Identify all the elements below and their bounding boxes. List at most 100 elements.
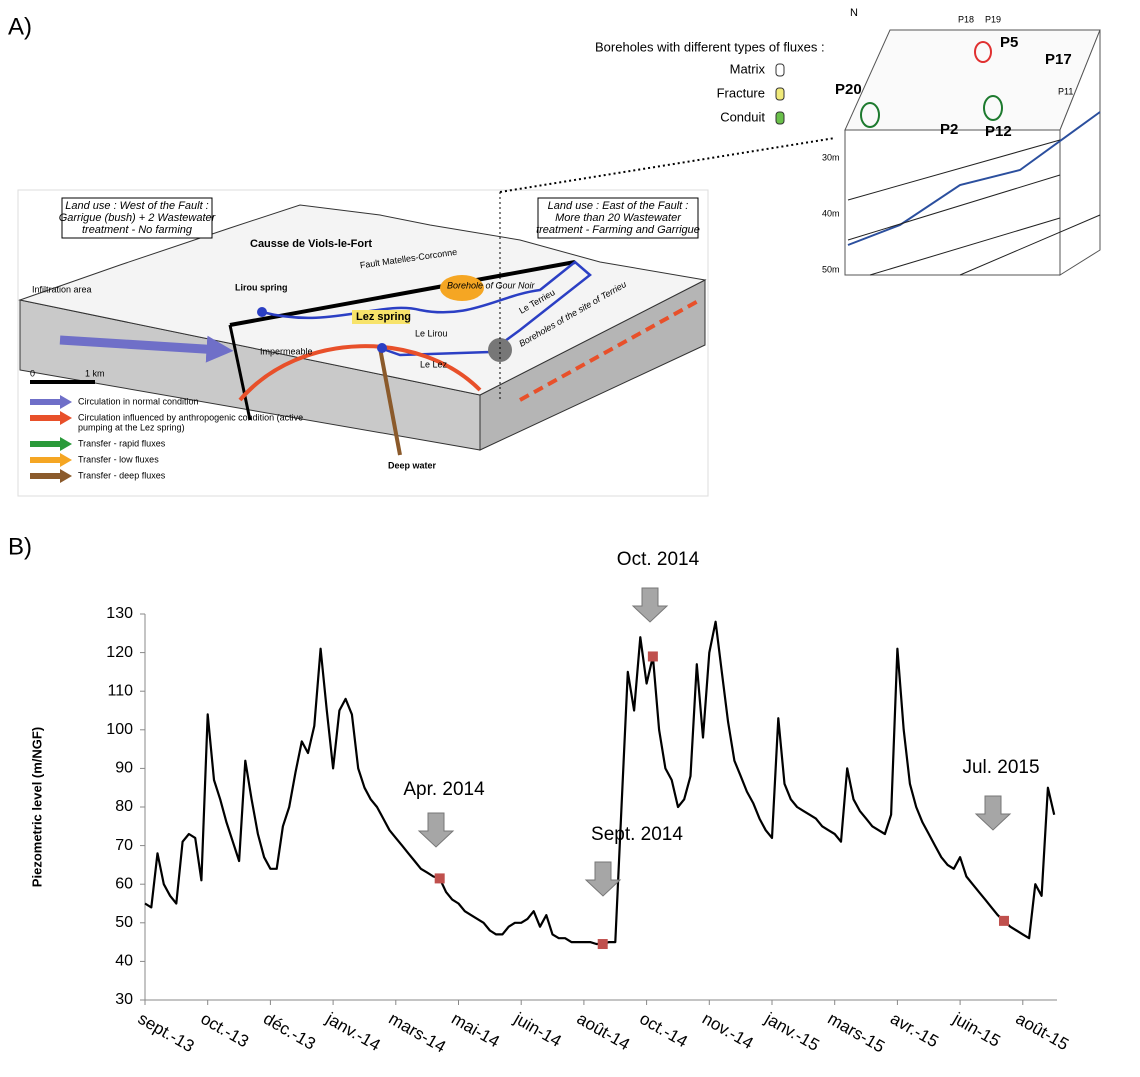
y-tick-label: 30 — [115, 991, 133, 1008]
y-tick-label: 110 — [107, 682, 133, 699]
y-tick-label: 100 — [106, 721, 133, 738]
cube-side — [1059, 29, 1101, 276]
water-table — [847, 111, 1101, 246]
spring — [377, 343, 387, 353]
point-marker — [647, 651, 658, 662]
label: Infiltration area — [32, 284, 92, 294]
label: P5 — [1000, 34, 1018, 51]
x-tick-label: avr.-15 — [887, 1009, 942, 1051]
highlight — [974, 41, 992, 63]
x-tick-label: déc.-13 — [260, 1009, 319, 1054]
x-tick-label: nov.-14 — [699, 1009, 757, 1053]
label: P20 — [835, 81, 862, 98]
label: Impermeable — [260, 346, 313, 356]
annotation-arrow — [631, 587, 669, 623]
label: Fracture — [717, 85, 765, 100]
icon — [775, 87, 785, 101]
spring — [257, 307, 267, 317]
annotation-arrow — [417, 812, 455, 848]
x-tick-label: juin-15 — [949, 1008, 1004, 1050]
borehole-cube: N Boreholes with different types of flux… — [595, 7, 1101, 276]
y-tick-label: 70 — [115, 837, 133, 854]
x-tick-label: mars-14 — [386, 1009, 450, 1057]
label: 1 km — [85, 368, 105, 378]
y-tick-label: 80 — [115, 798, 133, 815]
y-tick-label: 120 — [106, 644, 133, 661]
icon — [775, 111, 785, 125]
point-marker — [597, 939, 608, 950]
annotation: Jul. 2015 — [962, 757, 1039, 778]
flow — [59, 335, 234, 363]
label: Conduit — [720, 109, 765, 124]
link-line — [499, 137, 836, 193]
icon — [775, 63, 785, 77]
note: Land use : West of the Fault : — [65, 200, 209, 212]
legend-arrow-head — [60, 437, 72, 451]
label: 40m — [822, 208, 840, 218]
legend-label: Transfer - deep fluxes — [78, 470, 166, 480]
label: 30m — [822, 152, 840, 162]
y-tick-label: 90 — [115, 760, 133, 777]
legend-label: Transfer - rapid fluxes — [78, 438, 166, 448]
x-tick-label: janv.-14 — [322, 1008, 384, 1055]
label: 0 — [30, 368, 35, 378]
highlight — [983, 95, 1003, 121]
flow — [519, 298, 701, 402]
note: Land use : East of the Fault : — [548, 200, 689, 212]
line — [144, 620, 1056, 946]
label: Causse de Viols-le-Fort — [250, 238, 372, 250]
fracture — [847, 139, 1101, 276]
flow — [378, 347, 402, 456]
legend-arrow-head — [60, 411, 72, 425]
point-marker — [998, 915, 1009, 926]
legend-label: Circulation influenced by anthropogenic … — [78, 412, 303, 422]
note-box — [537, 197, 699, 239]
label: P19 — [985, 14, 1001, 24]
legend-label: Circulation in normal condition — [78, 396, 199, 406]
note: More than 20 Wastewater — [555, 212, 682, 224]
label: N — [850, 7, 858, 19]
river — [261, 260, 592, 357]
x-tick-label: oct.-13 — [197, 1009, 252, 1051]
y-tick-label: 60 — [115, 875, 133, 892]
panel-label: B) — [8, 533, 32, 560]
label: Le Lez — [420, 359, 448, 369]
annotation: Apr. 2014 — [403, 779, 485, 800]
x-tick-label: mai-14 — [448, 1009, 503, 1051]
label: Deep water — [388, 460, 437, 470]
annotation-arrow — [974, 795, 1012, 831]
legend-arrow-head — [60, 469, 72, 483]
note: Garrigue (bush) + 2 Wastewater — [59, 212, 217, 224]
cube-top — [844, 29, 1101, 131]
x-tick-label: mars-15 — [824, 1009, 888, 1057]
y-tick-label: 130 — [106, 605, 133, 622]
legend-arrow-head — [60, 453, 72, 467]
cube-front — [844, 129, 1061, 276]
point-marker — [434, 873, 445, 884]
x-tick-label: août-14 — [574, 1009, 633, 1054]
note: treatment - Farming and Garrigue — [536, 224, 700, 236]
borehole-zone — [440, 275, 484, 301]
highlight — [860, 102, 880, 128]
annotation-arrow — [584, 861, 622, 897]
label: Lirou spring — [235, 282, 288, 292]
panel-label: A) — [8, 13, 32, 40]
label: P11 — [1058, 86, 1073, 96]
y-tick-label: 50 — [115, 914, 133, 931]
note: treatment - No farming — [82, 224, 193, 236]
x-tick-label: sept.-13 — [135, 1009, 198, 1056]
label: Borehole of Gour Noir — [447, 280, 536, 290]
label: P2 — [940, 121, 958, 138]
label: P17 — [1045, 51, 1072, 68]
label-box — [352, 310, 410, 324]
label: Boreholes with different types of fluxes… — [595, 39, 825, 54]
label: Lez spring — [356, 311, 411, 323]
legend-label: pumping at the Lez spring) — [78, 422, 185, 432]
annotation: Sept. 2014 — [591, 824, 683, 845]
label: 50m — [822, 264, 840, 274]
fault — [229, 260, 576, 327]
legend-label: Transfer - low fluxes — [78, 454, 159, 464]
borehole — [488, 338, 512, 362]
